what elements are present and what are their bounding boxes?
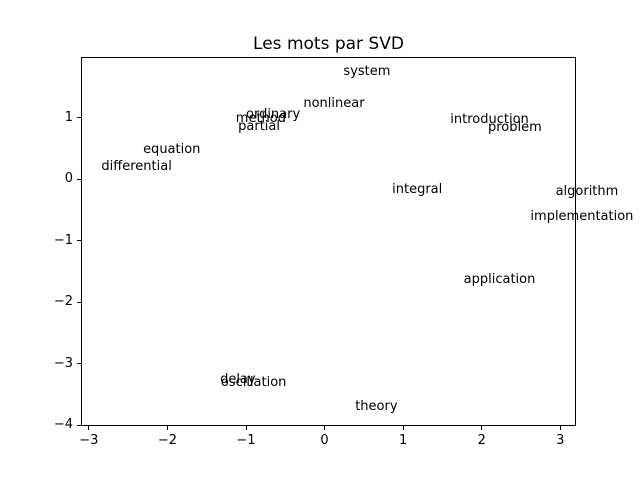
y-axis-tick [77,117,81,119]
x-axis-tick [166,426,168,430]
y-axis-tick-label: −2 [53,294,73,310]
y-axis-tick [77,240,81,242]
word-label-differential: differential [101,158,172,174]
word-label-algorithm: algorithm [555,183,619,199]
word-label-nonlinear: nonlinear [303,96,365,112]
x-axis-tick-label: −2 [157,433,178,448]
word-label-application: application [463,272,536,288]
plot-area [81,57,576,426]
y-axis-tick-label: −1 [53,232,73,248]
y-axis-tick [77,363,81,365]
word-label-integral: integral [392,181,443,197]
word-label-implementation: implementation [530,208,634,224]
x-axis-tick-label: 3 [556,433,565,448]
word-label-introduction: introduction [450,112,529,128]
x-axis-tick [402,426,404,430]
x-axis-tick-label: −1 [236,433,256,448]
x-axis-tick-label: −3 [79,433,99,448]
y-axis-tick-label: −3 [53,355,73,371]
word-label-system: system [343,64,391,80]
y-axis-tick [77,301,81,303]
word-label-method: method [235,111,286,127]
x-axis-tick-label: 1 [399,433,408,448]
x-axis-tick-label: 0 [320,433,329,448]
y-axis-tick [77,424,81,426]
y-axis-tick [77,178,81,180]
word-label-delay: delay [220,371,256,387]
y-axis-tick-label: −4 [53,417,73,433]
x-axis-tick [559,426,561,430]
word-label-problem: problem [488,119,542,135]
word-label-ordinary: ordinary [246,106,301,122]
x-axis-tick [481,426,483,430]
word-label-partial: partial [238,118,280,134]
x-axis-tick [324,426,326,430]
x-axis-tick [88,426,90,430]
y-axis-tick-label: 0 [64,171,73,187]
word-label-equation: equation [143,141,201,157]
x-axis-tick [245,426,247,430]
x-axis-tick-label: 2 [477,433,486,448]
y-axis-tick-label: 1 [64,109,73,125]
chart-title: Les mots par SVD [253,34,404,54]
word-label-theory: theory [355,399,398,414]
word-label-oscillation: oscillation [220,375,287,391]
